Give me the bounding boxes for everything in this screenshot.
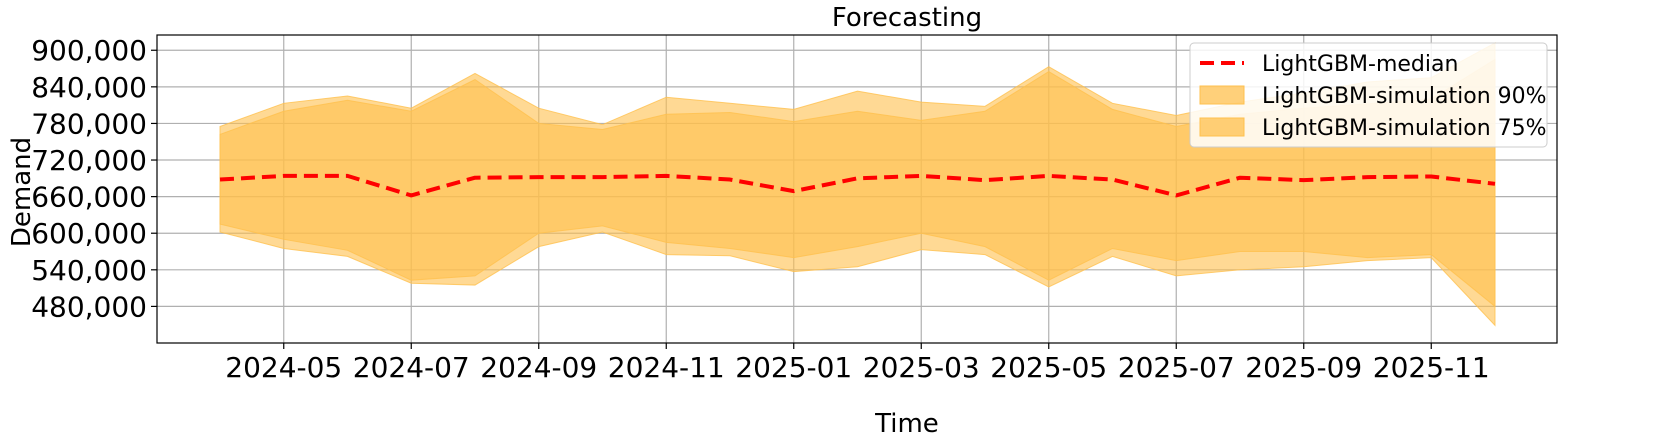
legend-swatch-band [1199,117,1245,137]
forecast-bands [219,42,1496,327]
y-tick-label: 480,000 [31,290,147,323]
legend: LightGBM-median LightGBM-simulation 90% Li… [1189,42,1548,148]
legend-swatch-band [1199,85,1245,105]
median-line [219,173,1496,198]
plot-frame [156,34,1558,344]
y-tick-label: 840,000 [31,71,147,104]
y-tick-label: 660,000 [31,181,147,214]
median-line-layer [219,173,1496,198]
y-tick-label: 780,000 [31,107,147,140]
y-tick-label: 900,000 [31,34,147,67]
x-tick-label: 2025-11 [1373,351,1490,384]
x-tick-label: 2025-05 [990,351,1107,384]
x-tick-label: 2025-03 [863,351,980,384]
legend-entry-label: LightGBM-simulation 90% [1262,84,1547,109]
x-tick-label: 2024-07 [353,351,470,384]
x-axis-ticks: 2024-05 2024-07 2024-09 2024-11 2025-01 2025-… [225,343,1490,384]
y-tick-label: 540,000 [31,254,147,287]
y-axis-label: Demand [7,137,37,247]
y-tick-label: 720,000 [31,144,147,177]
x-tick-label: 2025-09 [1245,351,1362,384]
x-tick-label: 2025-07 [1118,351,1235,384]
legend-entry-label: LightGBM-simulation 75% [1262,116,1547,141]
x-tick-label: 2024-09 [480,351,597,384]
band-75-area [219,58,1496,308]
x-tick-label: 2024-11 [608,351,725,384]
x-tick-label: 2025-01 [735,351,852,384]
x-tick-label: 2024-05 [225,351,342,384]
legend-entry-label: LightGBM-median [1262,52,1458,77]
legend-box [1189,42,1548,148]
y-tick-label: 600,000 [31,217,147,250]
x-axis-label: Time [874,409,939,439]
chart-title: Forecasting [832,3,982,33]
